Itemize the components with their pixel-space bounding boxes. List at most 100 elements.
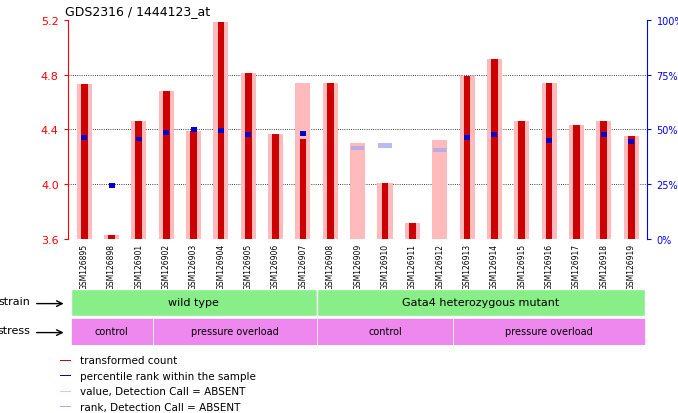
Text: GSM126902: GSM126902 (162, 244, 171, 290)
Text: GSM126895: GSM126895 (80, 244, 89, 290)
Text: value, Detection Call = ABSENT: value, Detection Call = ABSENT (80, 386, 245, 396)
Bar (405, 223, 420, 240)
Bar (518, 122, 525, 240)
Text: Gata4 heterozygous mutant: Gata4 heterozygous mutant (402, 297, 559, 308)
Bar (317, 318, 454, 345)
Text: pressure overload: pressure overload (505, 326, 593, 337)
Bar (218, 24, 224, 240)
Text: GSM126909: GSM126909 (353, 244, 362, 290)
Text: strain: strain (0, 296, 31, 306)
Text: GSM126914: GSM126914 (490, 244, 499, 290)
Text: stress: stress (0, 325, 31, 335)
Bar (460, 77, 475, 240)
Bar (104, 235, 119, 240)
Bar (378, 183, 393, 240)
Bar (464, 77, 471, 240)
Bar (492, 133, 498, 138)
Bar (163, 92, 170, 240)
Bar (77, 85, 92, 240)
Bar (628, 140, 634, 145)
Text: GSM126910: GSM126910 (380, 244, 389, 290)
Bar (153, 318, 317, 345)
Bar (108, 235, 115, 240)
Text: GSM126919: GSM126919 (626, 244, 635, 290)
Bar (268, 134, 283, 240)
Bar (296, 83, 311, 240)
Bar (60, 375, 71, 376)
Bar (245, 74, 252, 240)
Text: GSM126906: GSM126906 (271, 244, 280, 290)
Text: percentile rank within the sample: percentile rank within the sample (80, 371, 256, 381)
Bar (514, 122, 530, 240)
Bar (300, 140, 306, 240)
Bar (464, 136, 470, 141)
Bar (272, 134, 279, 240)
Text: control: control (95, 326, 128, 337)
Text: GSM126912: GSM126912 (435, 244, 444, 290)
Bar (323, 83, 338, 240)
Bar (596, 122, 612, 240)
Text: GSM126915: GSM126915 (517, 244, 526, 290)
Bar (601, 133, 607, 138)
Bar (327, 83, 334, 240)
Bar (71, 289, 317, 316)
Bar (350, 144, 365, 240)
Bar (546, 83, 553, 240)
Bar (624, 137, 639, 240)
Bar (378, 144, 392, 149)
Text: control: control (368, 326, 402, 337)
Bar (573, 126, 580, 240)
Text: GSM126901: GSM126901 (134, 244, 143, 290)
Text: transformed count: transformed count (80, 356, 177, 366)
Bar (159, 92, 174, 240)
Bar (186, 131, 201, 240)
Bar (382, 183, 388, 240)
Text: GSM126904: GSM126904 (216, 244, 225, 290)
Bar (454, 318, 645, 345)
Text: GSM126916: GSM126916 (544, 244, 553, 290)
Bar (108, 184, 115, 189)
Bar (136, 122, 142, 240)
Text: rank, Detection Call = ABSENT: rank, Detection Call = ABSENT (80, 401, 240, 412)
Bar (60, 360, 71, 361)
Text: pressure overload: pressure overload (191, 326, 279, 337)
Bar (432, 141, 447, 240)
Bar (241, 74, 256, 240)
Text: GSM126913: GSM126913 (462, 244, 471, 290)
Bar (487, 60, 502, 240)
Bar (163, 131, 170, 135)
Bar (317, 289, 645, 316)
Text: GSM126907: GSM126907 (298, 244, 307, 290)
Bar (136, 137, 142, 142)
Bar (71, 318, 153, 345)
Bar (409, 223, 416, 240)
Bar (132, 122, 146, 240)
Bar (214, 24, 228, 240)
Bar (628, 137, 635, 240)
Text: wild type: wild type (168, 297, 219, 308)
Text: GSM126911: GSM126911 (408, 244, 417, 290)
Bar (218, 129, 224, 134)
Bar (191, 128, 197, 133)
Bar (600, 122, 607, 240)
Bar (491, 60, 498, 240)
Bar (245, 133, 252, 138)
Bar (60, 391, 71, 392)
Bar (60, 406, 71, 407)
Text: GDS2316 / 1444123_at: GDS2316 / 1444123_at (65, 5, 210, 18)
Text: GSM126903: GSM126903 (189, 244, 198, 290)
Bar (190, 131, 197, 240)
Text: GSM126908: GSM126908 (326, 244, 335, 290)
Bar (81, 136, 87, 141)
Bar (542, 83, 557, 240)
Text: GSM126898: GSM126898 (107, 244, 116, 290)
Bar (569, 126, 584, 240)
Bar (546, 139, 552, 143)
Bar (351, 146, 365, 151)
Bar (81, 85, 87, 240)
Bar (433, 148, 447, 153)
Text: GSM126917: GSM126917 (572, 244, 581, 290)
Text: GSM126918: GSM126918 (599, 244, 608, 290)
Bar (300, 132, 306, 137)
Text: GSM126905: GSM126905 (244, 244, 253, 290)
